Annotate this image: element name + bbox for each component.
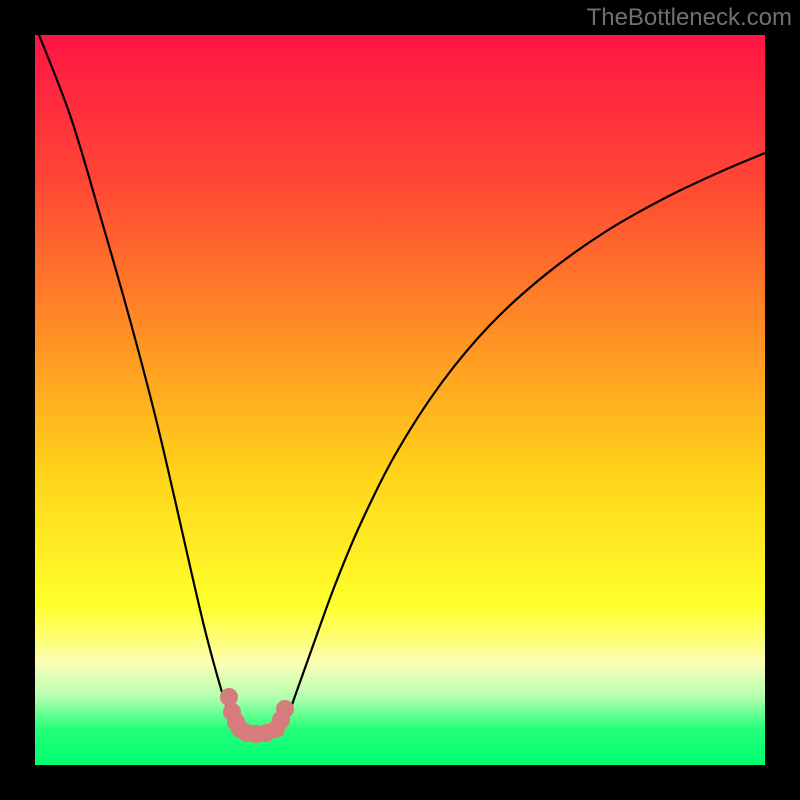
- bump-marker: [220, 688, 238, 706]
- chart-svg: [0, 0, 800, 800]
- chart-canvas: TheBottleneck.com: [0, 0, 800, 800]
- bump-marker: [276, 700, 294, 718]
- watermark-text: TheBottleneck.com: [587, 4, 792, 32]
- plot-background: [35, 35, 765, 765]
